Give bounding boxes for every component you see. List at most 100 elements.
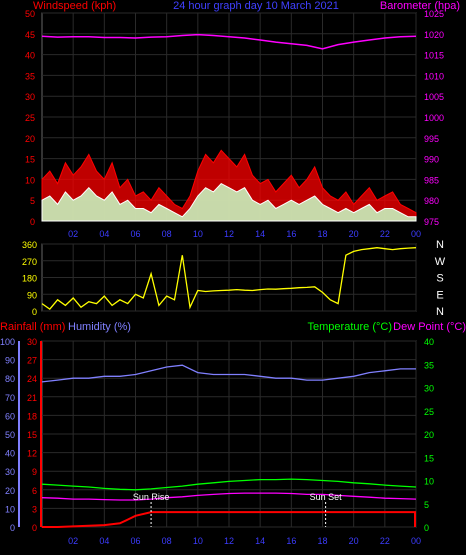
time-tick-label: 06	[130, 229, 140, 239]
humidity-tick-label: 0	[10, 523, 15, 533]
rainfall-tick-label: 24	[27, 374, 37, 384]
temperature-tick-label: 20	[424, 430, 434, 440]
windspeed-tick-label: 15	[25, 155, 35, 165]
time-tick-label: 04	[99, 536, 109, 546]
temperature-tick-label: 15	[424, 453, 434, 463]
rainfall-tick-label: 21	[27, 393, 37, 403]
humidity-tick-label: 60	[5, 411, 15, 421]
temperature-tick-label: 40	[424, 337, 434, 347]
rainfall-tick-label: 18	[27, 411, 37, 421]
barometer-tick-label: 1015	[424, 51, 444, 61]
direction-tick-label: 0	[32, 307, 37, 317]
temperature-tick-label: 30	[424, 384, 434, 394]
sunset-label: Sun Set	[310, 492, 343, 502]
compass-label: E	[436, 289, 443, 301]
time-tick-label: 04	[99, 229, 109, 239]
time-tick-label: 02	[68, 536, 78, 546]
time-tick-label: 14	[255, 536, 265, 546]
barometer-tick-label: 975	[424, 217, 439, 227]
sunrise-label: Sun Rise	[133, 492, 170, 502]
humidity-series	[41, 364, 416, 383]
rainfall-tick-label: 30	[27, 337, 37, 347]
wind-average-series	[41, 182, 417, 222]
temperature-tick-label: 5	[424, 500, 429, 510]
temperature-tick-label: 0	[424, 523, 429, 533]
rainfall-tick-label: 27	[27, 356, 37, 366]
time-tick-label: 18	[317, 536, 327, 546]
compass-label: N	[436, 239, 444, 251]
time-tick-label: 10	[193, 536, 203, 546]
humidity-tick-label: 50	[5, 430, 15, 440]
temperature-tick-label: 10	[424, 477, 434, 487]
dew-point-axis-title: Dew Point (°C)	[393, 321, 466, 333]
compass-label: S	[436, 273, 443, 285]
dew-point-series	[41, 492, 417, 501]
windspeed-tick-label: 50	[25, 9, 35, 19]
barometer-tick-label: 1010	[424, 71, 444, 81]
barometer-tick-label: 995	[424, 134, 439, 144]
time-tick-label: 00	[411, 536, 421, 546]
barometer-tick-label: 1025	[424, 9, 444, 19]
time-tick-label: 02	[68, 229, 78, 239]
humidity-axis-title: Humidity (%)	[68, 321, 131, 333]
time-tick-label: 22	[380, 536, 390, 546]
windspeed-tick-label: 5	[30, 196, 35, 206]
humidity-tick-label: 40	[5, 449, 15, 459]
temperature-axis-title: Temperature (°C)	[308, 321, 392, 333]
compass-label: W	[435, 256, 446, 268]
barometer-tick-label: 990	[424, 155, 439, 165]
windspeed-tick-label: 0	[30, 217, 35, 227]
rainfall-series	[42, 511, 416, 528]
windspeed-axis-title: Windspeed (kph)	[33, 0, 116, 12]
time-tick-label: 10	[193, 229, 203, 239]
direction-tick-label: 180	[22, 274, 37, 284]
time-tick-label: 12	[224, 536, 234, 546]
rainfall-tick-label: 12	[27, 449, 37, 459]
time-tick-label: 20	[349, 536, 359, 546]
wind-direction-series	[41, 247, 417, 310]
humidity-tick-label: 10	[5, 504, 15, 514]
time-tick-label: 20	[349, 229, 359, 239]
barometer-tick-label: 1005	[424, 92, 444, 102]
barometer-tick-label: 1000	[424, 113, 444, 123]
windspeed-tick-label: 40	[25, 51, 35, 61]
chart-title: 24 hour graph day 10 March 2021	[173, 0, 339, 12]
temperature-tick-label: 35	[424, 360, 434, 370]
time-tick-label: 08	[162, 229, 172, 239]
rainfall-tick-label: 0	[32, 523, 37, 533]
barometer-tick-label: 1020	[424, 30, 444, 40]
barometer-tick-label: 980	[424, 196, 439, 206]
humidity-tick-label: 100	[0, 337, 15, 347]
humidity-tick-label: 80	[5, 374, 15, 384]
direction-tick-label: 360	[22, 240, 37, 250]
time-tick-label: 00	[411, 229, 421, 239]
humidity-tick-label: 90	[5, 356, 15, 366]
barometer-series	[41, 33, 417, 50]
windspeed-tick-label: 10	[25, 175, 35, 185]
humidity-tick-label: 70	[5, 393, 15, 403]
rainfall-tick-label: 6	[32, 486, 37, 496]
barometer-tick-label: 985	[424, 175, 439, 185]
direction-tick-label: 270	[22, 257, 37, 267]
temperature-series	[41, 478, 417, 491]
axis-ticks: 0510152025303540455097598098599099510001…	[0, 9, 446, 546]
time-tick-label: 08	[162, 536, 172, 546]
rainfall-axis-title: Rainfall (mm)	[0, 321, 65, 333]
time-tick-label: 12	[224, 229, 234, 239]
rainfall-tick-label: 3	[32, 504, 37, 514]
time-tick-label: 16	[286, 536, 296, 546]
windspeed-tick-label: 35	[25, 71, 35, 81]
time-tick-label: 06	[130, 536, 140, 546]
windspeed-tick-label: 25	[25, 113, 35, 123]
compass-label: N	[436, 306, 444, 318]
time-tick-label: 14	[255, 229, 265, 239]
time-tick-label: 22	[380, 229, 390, 239]
rainfall-tick-label: 9	[32, 467, 37, 477]
temperature-tick-label: 25	[424, 407, 434, 417]
data-series	[41, 33, 417, 528]
humidity-tick-label: 20	[5, 486, 15, 496]
direction-tick-label: 90	[27, 290, 37, 300]
time-tick-label: 16	[286, 229, 296, 239]
windspeed-tick-label: 45	[25, 30, 35, 40]
